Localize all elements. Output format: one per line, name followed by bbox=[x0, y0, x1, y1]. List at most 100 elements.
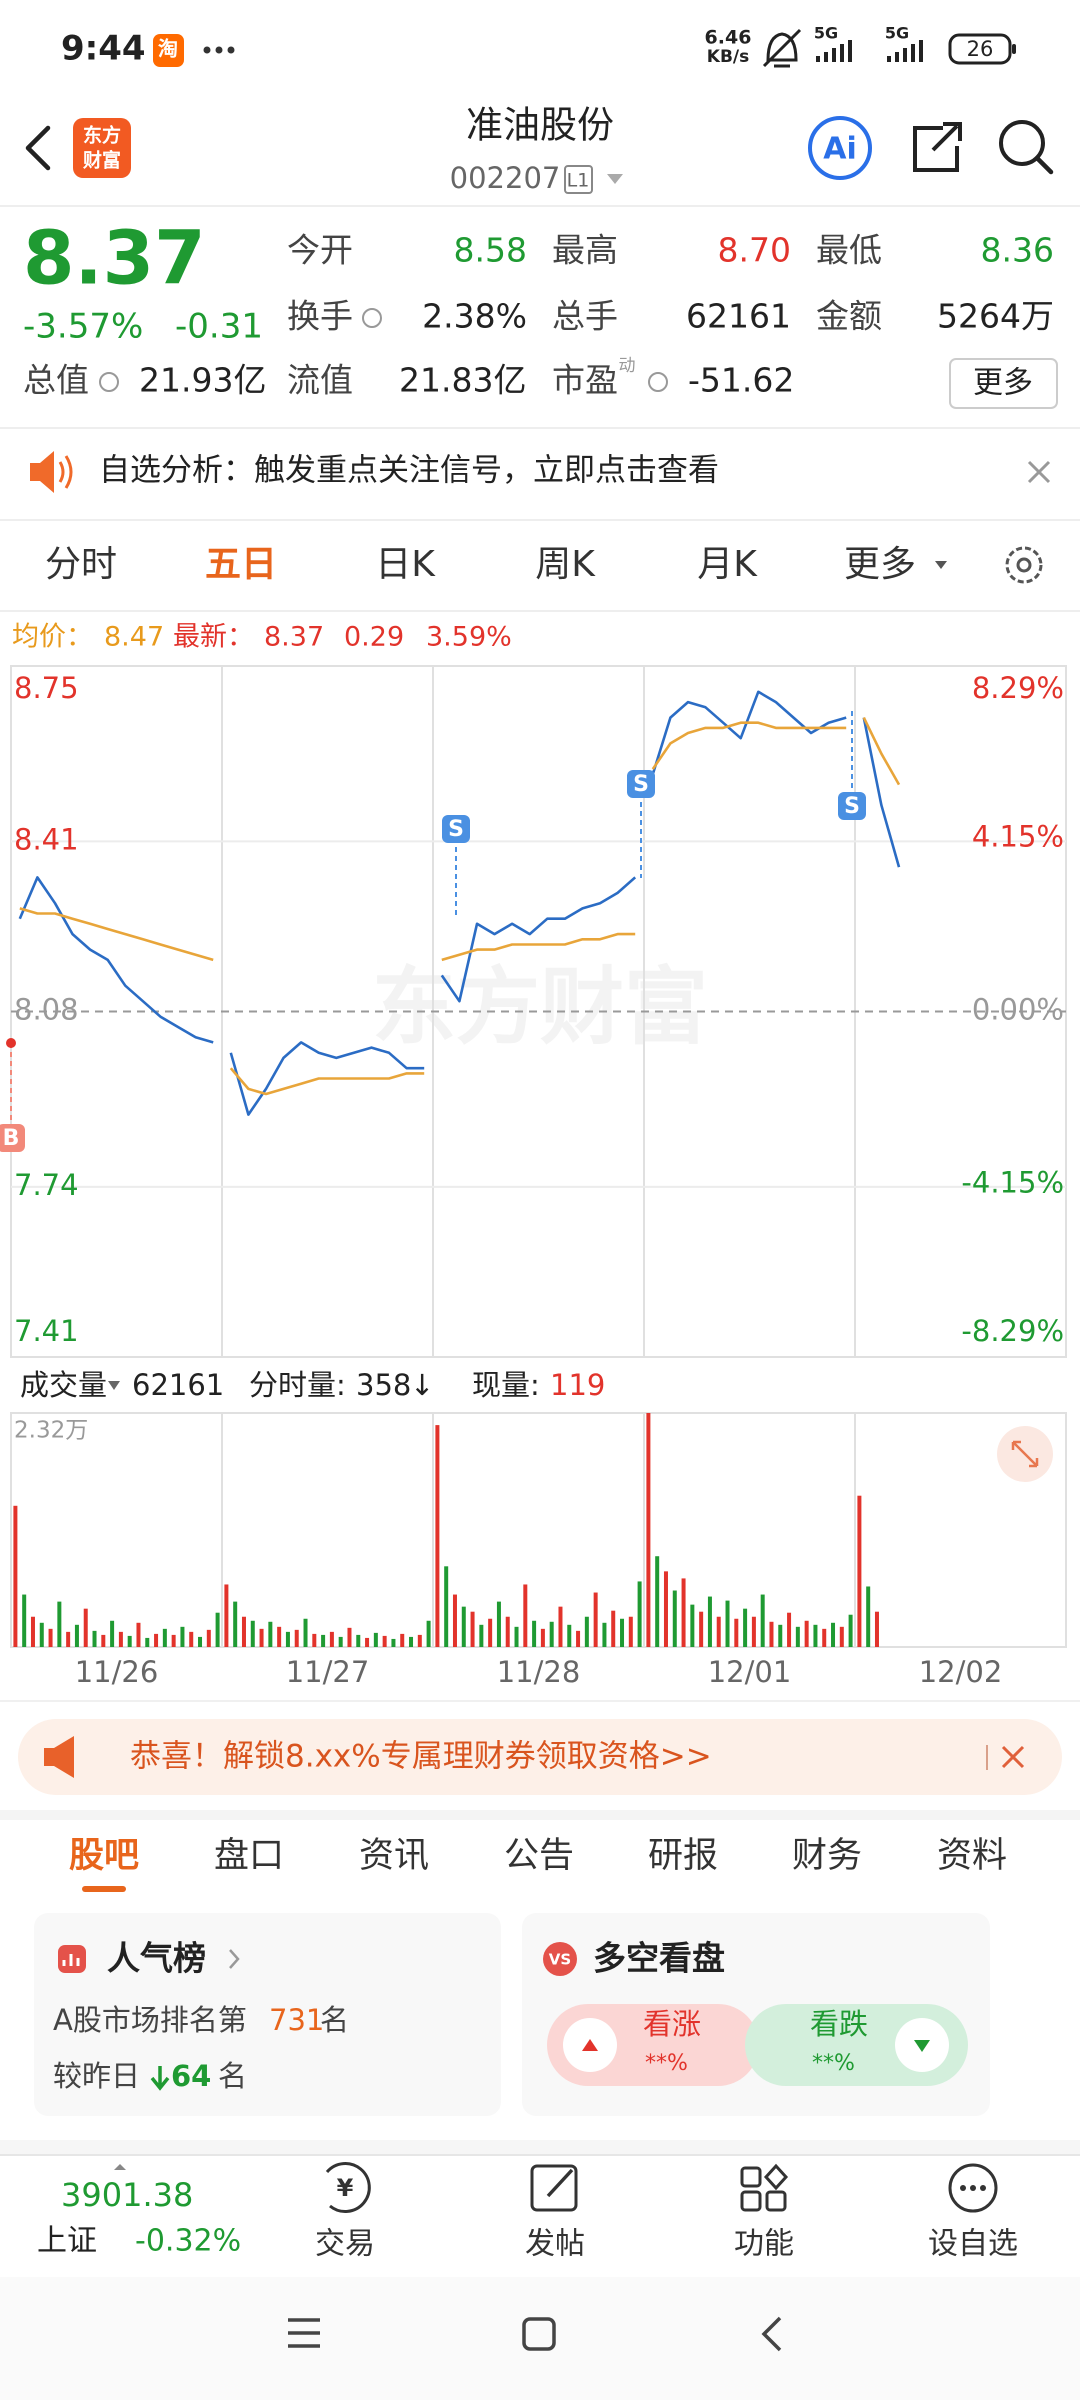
nav-label[interactable]: 交易 bbox=[315, 2227, 375, 2262]
nav-label[interactable]: 功能 bbox=[734, 2227, 794, 2262]
banner-text[interactable]: 恭喜！解锁8.xx%专属理财券领取资格>> bbox=[130, 1739, 712, 1775]
volume-bar bbox=[874, 1611, 879, 1647]
content-tab[interactable]: 公告 bbox=[504, 1836, 574, 1876]
divider bbox=[0, 427, 1080, 429]
volume-bar bbox=[294, 1629, 299, 1647]
menu-button[interactable] bbox=[288, 2318, 320, 2348]
date-label: 11/27 bbox=[286, 1655, 370, 1689]
home-button[interactable] bbox=[522, 2317, 556, 2351]
period-tab[interactable]: 周K bbox=[535, 544, 596, 585]
bear-pct[interactable]: **% bbox=[812, 2051, 855, 2076]
stat-label: 金额 bbox=[816, 297, 882, 336]
index-change[interactable]: -0.32% bbox=[135, 2224, 241, 2259]
y2-tick-label: 0.00% bbox=[972, 993, 1064, 1027]
close-button[interactable] bbox=[1001, 1745, 1025, 1769]
promo-banner[interactable] bbox=[18, 1719, 1062, 1795]
search-button[interactable] bbox=[1034, 155, 1054, 175]
volume-bar bbox=[804, 1620, 809, 1647]
dropdown-arrow[interactable] bbox=[607, 174, 623, 184]
bear-label[interactable]: 看跌 bbox=[810, 2007, 868, 2041]
volume-bar bbox=[822, 1628, 827, 1647]
content-tab[interactable]: 盘口 bbox=[214, 1836, 284, 1876]
logo-text: 财富 bbox=[83, 149, 121, 172]
index-value[interactable]: 3901.38 bbox=[61, 2176, 193, 2214]
app-icon-label: 淘 bbox=[158, 37, 178, 61]
dropdown-arrow[interactable] bbox=[935, 561, 947, 569]
period-tab[interactable]: 分时 bbox=[45, 544, 117, 585]
notice-text[interactable]: 自选分析：触发重点关注信号，立即点击查看 bbox=[99, 453, 719, 489]
popularity-card[interactable] bbox=[34, 1913, 501, 2116]
back-nav-button[interactable] bbox=[761, 2316, 782, 2352]
yuan-symbol[interactable]: ¥ bbox=[337, 2174, 354, 2202]
index-name[interactable]: 上证 bbox=[37, 2224, 97, 2259]
watchlist-icon[interactable] bbox=[960, 2185, 966, 2191]
post-icon[interactable] bbox=[530, 2164, 578, 2212]
volume-label[interactable]: 成交量 bbox=[20, 1368, 107, 1402]
nav-label[interactable]: 发帖 bbox=[525, 2227, 585, 2262]
function-icon[interactable] bbox=[763, 2163, 789, 2191]
more-button[interactable] bbox=[949, 358, 1058, 409]
period-tab[interactable]: 月K bbox=[697, 544, 758, 585]
watchlist-icon[interactable] bbox=[980, 2185, 986, 2191]
volume-bar bbox=[145, 1637, 150, 1647]
nav-label[interactable]: 设自选 bbox=[928, 2227, 1018, 2262]
close-button[interactable] bbox=[1027, 460, 1051, 484]
post-icon[interactable] bbox=[546, 2168, 574, 2198]
y-tick-label: 8.08 bbox=[14, 993, 79, 1027]
volume-bar bbox=[787, 1612, 792, 1647]
function-icon[interactable] bbox=[740, 2190, 762, 2212]
info-icon[interactable] bbox=[99, 372, 119, 392]
volume-bar bbox=[224, 1584, 229, 1647]
last-price: 8.37 bbox=[23, 216, 206, 302]
active-tab-indicator bbox=[82, 1886, 126, 1892]
volume-bar bbox=[857, 1495, 862, 1647]
share-button[interactable] bbox=[913, 122, 962, 172]
content-tab[interactable]: 财务 bbox=[792, 1836, 862, 1876]
volume-total: 62161 bbox=[132, 1368, 224, 1402]
back-button[interactable] bbox=[25, 125, 51, 171]
volume-bar bbox=[637, 1581, 642, 1647]
minute-volume-arrow: ↓ bbox=[410, 1368, 434, 1402]
period-tab[interactable]: 日K bbox=[375, 544, 436, 585]
volume-bar bbox=[813, 1624, 818, 1647]
stat-label: 换手 bbox=[287, 297, 353, 336]
ai-button[interactable] bbox=[808, 116, 872, 180]
function-icon[interactable] bbox=[765, 2190, 787, 2212]
latest-change-pct: 3.59% bbox=[426, 622, 512, 653]
search-button[interactable] bbox=[999, 120, 1045, 166]
battery-icon bbox=[1012, 44, 1016, 54]
ai-label[interactable]: Ai bbox=[823, 132, 857, 167]
settings-button[interactable] bbox=[1005, 546, 1043, 584]
content-tab[interactable]: 资讯 bbox=[359, 1836, 429, 1876]
watchlist-icon[interactable] bbox=[948, 2163, 998, 2213]
volume-bar bbox=[241, 1616, 246, 1647]
caret bbox=[114, 2164, 126, 2170]
period-tab[interactable]: 五日 bbox=[205, 544, 277, 585]
dropdown-arrow[interactable] bbox=[108, 1381, 120, 1390]
current-volume-label: 现量: bbox=[472, 1368, 540, 1402]
content-tab[interactable]: 研报 bbox=[648, 1836, 718, 1876]
bull-label[interactable]: 看涨 bbox=[643, 2007, 701, 2041]
function-icon[interactable] bbox=[740, 2166, 762, 2188]
signal-marker bbox=[627, 770, 655, 798]
period-tab[interactable]: 更多 bbox=[844, 544, 916, 585]
mute-icon bbox=[766, 32, 798, 68]
volume-bar bbox=[479, 1624, 484, 1647]
vs-label: VS bbox=[549, 1951, 571, 1969]
content-tab[interactable]: 股吧 bbox=[69, 1836, 139, 1876]
info-icon[interactable] bbox=[648, 372, 668, 392]
bull-pct[interactable]: **% bbox=[645, 2051, 688, 2076]
info-icon[interactable] bbox=[362, 308, 382, 328]
volume-bar bbox=[707, 1596, 712, 1647]
volume-bar bbox=[356, 1634, 361, 1647]
watchlist-icon[interactable] bbox=[970, 2185, 976, 2191]
content-tab[interactable]: 资料 bbox=[937, 1836, 1007, 1876]
price-line bbox=[440, 876, 637, 1003]
volume-bar bbox=[769, 1621, 774, 1647]
avg-line bbox=[862, 717, 901, 786]
settings-button[interactable] bbox=[1016, 557, 1032, 573]
more-label[interactable]: 更多 bbox=[973, 366, 1033, 401]
volume-bar bbox=[488, 1618, 493, 1647]
trade-icon[interactable] bbox=[325, 2162, 371, 2214]
expand-button[interactable] bbox=[1011, 1440, 1039, 1468]
